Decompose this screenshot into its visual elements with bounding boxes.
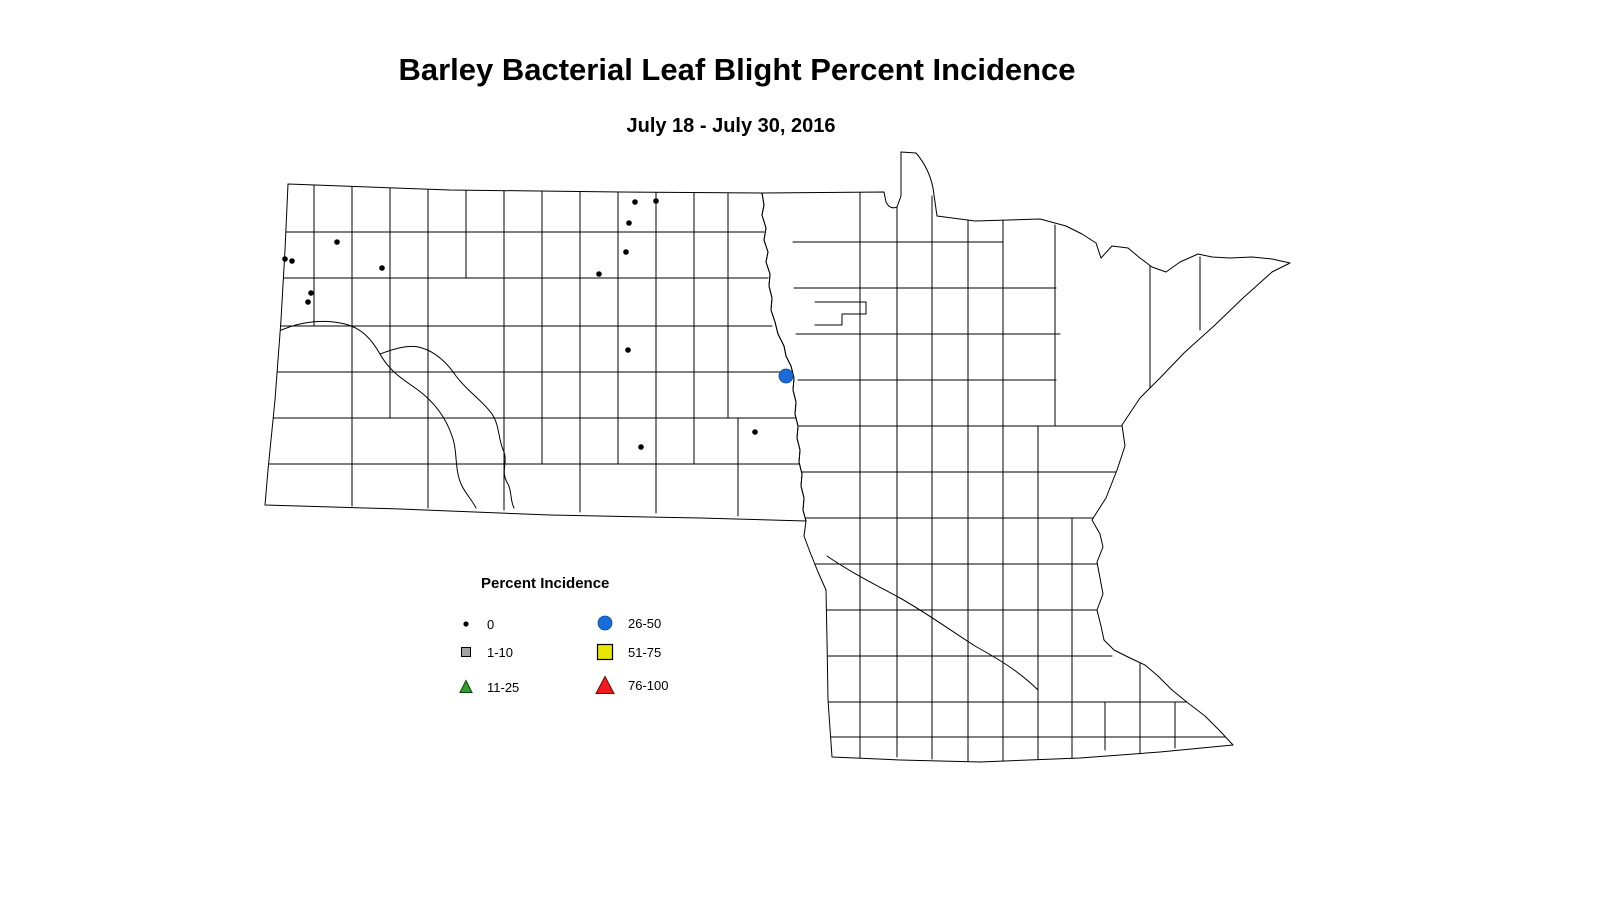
legend-red-triangle-icon: [592, 673, 618, 697]
map-point-0: [625, 347, 631, 353]
legend-title: Percent Incidence: [481, 575, 610, 592]
map-point-0: [623, 249, 629, 255]
legend-item-label: 76-100: [628, 677, 669, 693]
legend-item-1-10: 1-10: [453, 640, 513, 664]
north-dakota-county-lines: [265, 184, 800, 517]
north-dakota-shape: [264, 183, 807, 522]
map-point-0: [305, 299, 311, 305]
legend-gray-square-icon: [453, 640, 479, 664]
legend-item-label: 51-75: [628, 644, 662, 660]
map-point-0: [626, 220, 632, 226]
legend-item-label: 11-25: [487, 679, 520, 695]
legend-item-11-25: 11-25: [453, 675, 519, 699]
map-point-0: [632, 199, 638, 205]
legend-item-76-100: 76-100: [592, 673, 668, 697]
map-point-0: [638, 444, 644, 450]
map-point-0: [596, 271, 602, 277]
legend-dot-icon: [453, 612, 479, 636]
legend-item-51-75: 51-75: [592, 640, 661, 664]
minnesota-shape: [761, 151, 1291, 763]
map-point-0: [334, 239, 340, 245]
map-point-0: [653, 198, 659, 204]
legend-item-0: 0: [453, 612, 494, 636]
minnesota-county-lines: [792, 191, 1227, 762]
legend-blue-circle-icon: [592, 611, 618, 635]
legend-yellow-square-icon: [592, 640, 618, 664]
legend-green-triangle-icon: [453, 675, 479, 699]
map-point-26-50: [778, 368, 794, 384]
legend-item-label: 26-50: [628, 615, 662, 631]
map-point-0: [289, 258, 295, 264]
legend-item-label: 0: [487, 616, 495, 632]
page-subtitle: July 18 - July 30, 2016: [626, 115, 836, 137]
map-points-layer: [282, 198, 794, 450]
legend-item-26-50: 26-50: [592, 611, 661, 635]
map-point-0: [752, 429, 758, 435]
map-point-0: [282, 256, 288, 262]
page-title: Barley Bacterial Leaf Blight Percent Inc…: [398, 52, 1076, 87]
map-point-0: [308, 290, 314, 296]
map-point-0: [379, 265, 385, 271]
legend-item-label: 1-10: [487, 644, 514, 660]
